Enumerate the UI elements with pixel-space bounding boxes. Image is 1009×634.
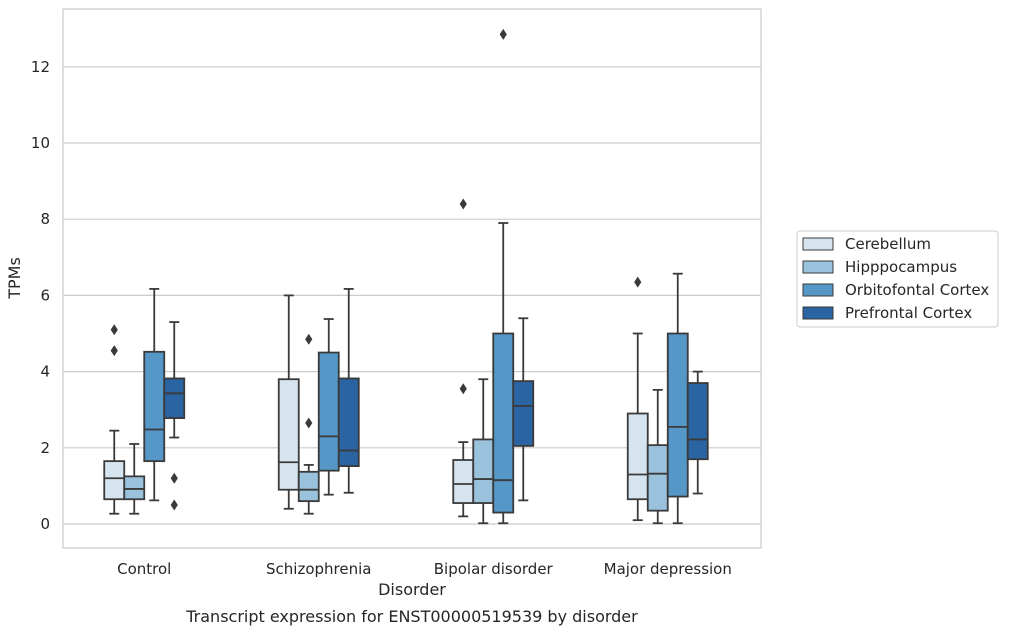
box-group: [646, 388, 669, 525]
legend-swatch: [802, 306, 834, 320]
series-hipppocampus: [123, 333, 669, 525]
y-tick-label: 12: [31, 58, 50, 76]
box-group: [512, 317, 535, 502]
box-group: [626, 276, 649, 522]
box-group: [452, 198, 475, 518]
outlier-point: [170, 472, 178, 484]
legend-swatch: [802, 260, 834, 274]
legend-label: Orbitofontal Cortex: [845, 281, 989, 299]
x-tick-label: Major depression: [604, 560, 732, 578]
series-cerebellum: [103, 198, 649, 522]
grid-lines: [63, 66, 761, 525]
box-group: [472, 378, 495, 525]
box-group: [337, 288, 360, 494]
y-axis-label: TPMs: [5, 257, 24, 300]
box-groups: [103, 28, 709, 525]
outlier-point: [110, 345, 118, 357]
box: [297, 470, 320, 503]
x-tick-label: Control: [117, 560, 171, 578]
box: [103, 460, 126, 501]
box-group: [686, 370, 709, 495]
legend-label: Prefrontal Cortex: [845, 304, 972, 322]
box-group: [666, 272, 689, 525]
box: [646, 444, 669, 512]
box-group: [317, 318, 340, 496]
y-tick-label: 2: [40, 439, 50, 457]
box-group: [277, 294, 300, 510]
box: [123, 475, 146, 501]
chart-caption: Transcript expression for ENST0000051953…: [185, 607, 638, 626]
outlier-point: [305, 333, 313, 345]
outlier-point: [170, 499, 178, 511]
x-tick-label: Schizophrenia: [266, 560, 371, 578]
outlier-point: [499, 28, 507, 40]
box: [512, 380, 535, 447]
series-prefrontal-cortex: [163, 288, 709, 511]
box: [277, 378, 300, 491]
box: [626, 412, 649, 501]
x-tick-labels: Control Schizophrenia Bipolar disorder Majo…: [117, 560, 732, 578]
box-group: [143, 288, 166, 502]
box: [472, 438, 495, 504]
box: [337, 377, 360, 467]
y-tick-label: 0: [40, 515, 50, 533]
outlier-point: [110, 324, 118, 336]
plot-frame: [62, 8, 762, 549]
y-tick-label: 6: [40, 286, 50, 304]
y-tick-labels: 0 2 4 6 8 10 12: [31, 58, 50, 533]
box-group: [123, 443, 146, 515]
outlier-point: [634, 276, 642, 288]
x-axis-label: Disorder: [378, 580, 446, 599]
box: [686, 382, 709, 461]
box-group: [492, 28, 515, 525]
y-tick-label: 4: [40, 363, 50, 381]
box: [143, 350, 166, 463]
y-tick-label: 8: [40, 210, 50, 228]
box-group: [103, 324, 126, 515]
legend: Cerebellum Hipppocampus Orbitofontal Corte…: [796, 230, 999, 328]
box: [492, 332, 515, 514]
legend-swatch: [802, 283, 834, 297]
box: [317, 351, 340, 472]
legend-label: Hipppocampus: [845, 258, 957, 276]
legend-swatch: [802, 237, 834, 251]
box: [452, 459, 475, 504]
outlier-point: [305, 417, 313, 429]
box: [163, 377, 186, 419]
box-group: [163, 321, 186, 511]
x-tick-label: Bipolar disorder: [434, 560, 554, 578]
box: [666, 332, 689, 498]
outlier-point: [459, 198, 467, 210]
y-tick-label: 10: [31, 134, 50, 152]
legend-label: Cerebellum: [845, 235, 931, 253]
legend-frame: [796, 230, 999, 328]
series-orbitofontal-cortex: [143, 28, 689, 525]
box-group: [297, 333, 320, 515]
outlier-point: [459, 383, 467, 395]
